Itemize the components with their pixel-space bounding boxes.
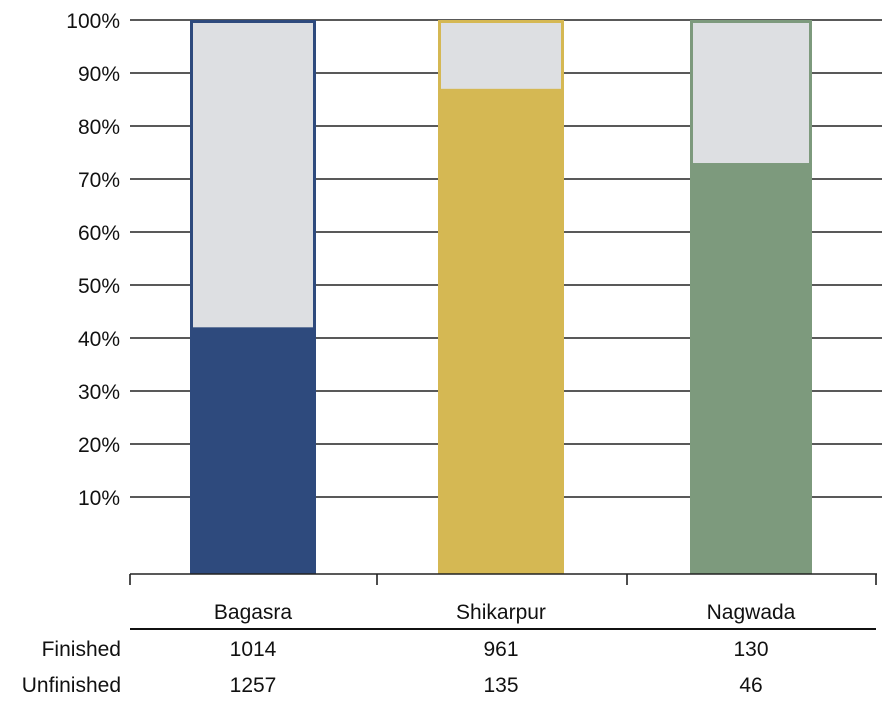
y-tick-label: 20% bbox=[78, 434, 120, 457]
category-label: Nagwada bbox=[707, 601, 796, 624]
bar-finished-nagwada bbox=[690, 163, 812, 574]
y-tick-label: 50% bbox=[78, 275, 120, 298]
y-tick-label: 60% bbox=[78, 222, 120, 245]
table-row-label: Unfinished bbox=[22, 674, 121, 697]
bar-unfinished-nagwada bbox=[690, 20, 812, 167]
y-tick-label: 70% bbox=[78, 169, 120, 192]
table-cell: 1257 bbox=[230, 674, 277, 697]
bar-unfinished-shikarpur bbox=[438, 20, 564, 92]
bar-finished-bagasra bbox=[190, 327, 316, 574]
table-row-label: Finished bbox=[42, 638, 121, 661]
category-label: Bagasra bbox=[214, 601, 293, 624]
bar-finished-shikarpur bbox=[438, 88, 564, 575]
y-tick-label: 90% bbox=[78, 63, 120, 86]
table-cell: 135 bbox=[483, 674, 518, 697]
y-tick-label: 40% bbox=[78, 328, 120, 351]
y-tick-label: 10% bbox=[78, 487, 120, 510]
table-cell: 130 bbox=[733, 638, 768, 661]
bar-unfinished-bagasra bbox=[190, 20, 316, 331]
y-tick-label: 80% bbox=[78, 116, 120, 139]
category-label: Shikarpur bbox=[456, 601, 546, 624]
y-tick-label: 30% bbox=[78, 381, 120, 404]
table-cell: 46 bbox=[739, 674, 762, 697]
table-cell: 961 bbox=[483, 638, 518, 661]
table-cell: 1014 bbox=[230, 638, 277, 661]
y-tick-label: 100% bbox=[66, 10, 120, 33]
